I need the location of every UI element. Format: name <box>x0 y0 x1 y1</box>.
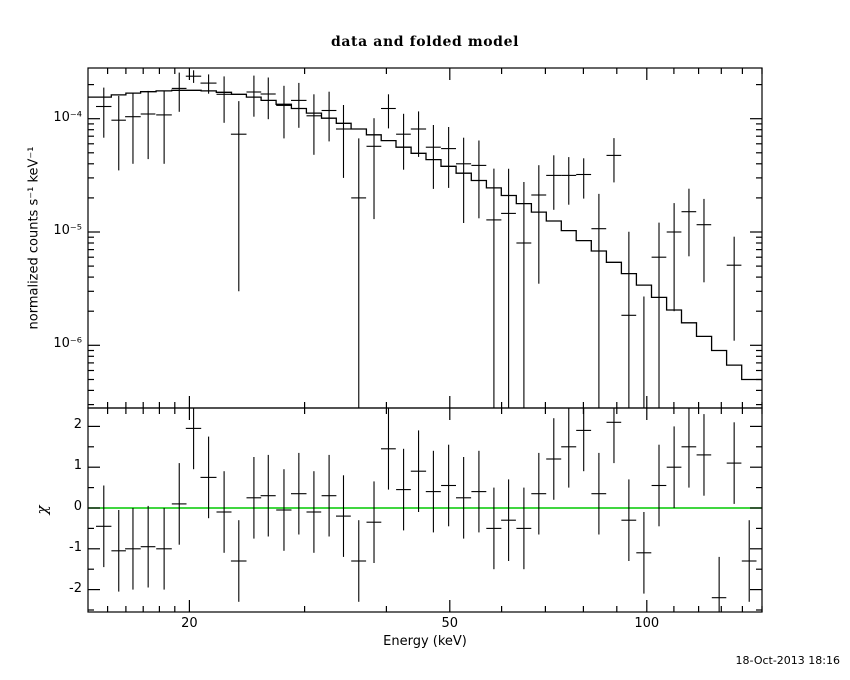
spectrum-data-points <box>96 70 742 408</box>
y-tick-label: 10⁻⁵ <box>53 223 82 238</box>
x-axis-label: Energy (keV) <box>383 634 467 649</box>
x-tick-label: 20 <box>181 616 198 631</box>
plot-frame-spectrum <box>87 67 763 409</box>
y-tick-label: 10⁻⁴ <box>53 109 82 125</box>
timestamp: 18-Oct-2013 18:16 <box>735 654 840 667</box>
chart-title: data and folded model <box>331 34 519 50</box>
y-tick-label: -1 <box>69 539 82 555</box>
y-tick-label: -2 <box>69 580 82 596</box>
y-tick-label: 0 <box>73 498 82 514</box>
plot-frame-residuals <box>87 407 763 613</box>
x-tick-label: 50 <box>441 616 459 631</box>
axis-ticks <box>88 68 763 612</box>
y-tick-label: 1 <box>73 458 82 474</box>
y-tick-label: 10⁻⁶ <box>53 336 82 352</box>
y-tick-label: 2 <box>73 417 82 433</box>
x-tick-label: 100 <box>634 616 660 631</box>
model-step-line <box>88 89 762 381</box>
residual-data-points <box>96 408 757 612</box>
